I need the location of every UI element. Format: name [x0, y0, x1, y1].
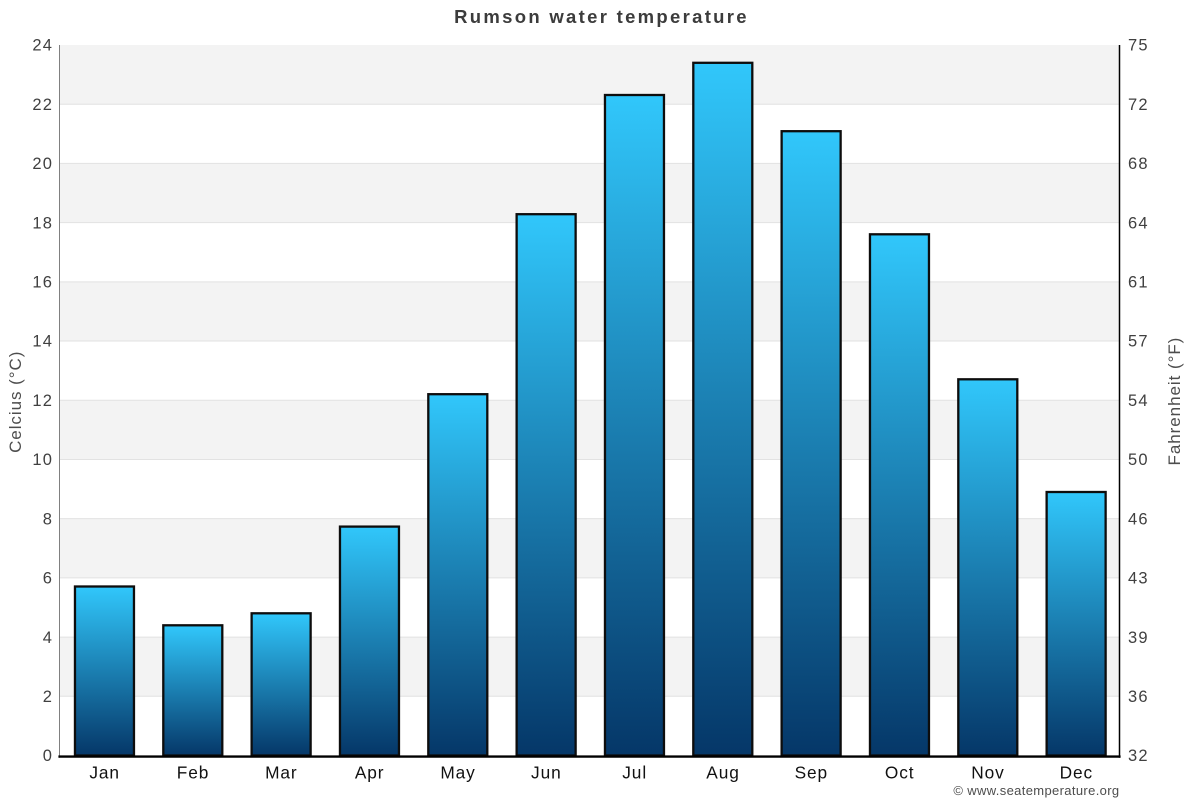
svg-text:Feb: Feb — [177, 763, 209, 783]
svg-text:24: 24 — [32, 37, 53, 55]
svg-text:46: 46 — [1128, 510, 1149, 528]
svg-text:Jan: Jan — [89, 763, 120, 783]
svg-text:Apr: Apr — [355, 763, 385, 783]
svg-text:72: 72 — [1128, 96, 1149, 114]
svg-text:20: 20 — [32, 155, 53, 173]
svg-text:75: 75 — [1128, 37, 1149, 55]
svg-text:2: 2 — [43, 688, 53, 706]
svg-text:36: 36 — [1128, 688, 1149, 706]
svg-text:50: 50 — [1128, 451, 1149, 469]
svg-text:Jul: Jul — [622, 763, 647, 783]
svg-text:Dec: Dec — [1060, 763, 1093, 783]
svg-text:10: 10 — [32, 451, 53, 469]
svg-text:16: 16 — [32, 274, 53, 292]
svg-text:Oct: Oct — [885, 763, 915, 783]
svg-text:Sep: Sep — [795, 763, 828, 783]
svg-text:Rumson water temperature: Rumson water temperature — [454, 6, 749, 27]
svg-text:18: 18 — [32, 214, 53, 232]
svg-text:12: 12 — [32, 392, 53, 410]
svg-text:© www.seatemperature.org: © www.seatemperature.org — [953, 783, 1119, 798]
svg-text:57: 57 — [1128, 333, 1149, 351]
svg-text:22: 22 — [32, 96, 53, 114]
svg-text:Jun: Jun — [531, 763, 562, 783]
svg-text:May: May — [440, 763, 475, 783]
svg-text:Celcius (°C): Celcius (°C) — [6, 351, 25, 453]
svg-text:Mar: Mar — [265, 763, 297, 783]
svg-text:39: 39 — [1128, 629, 1149, 647]
svg-text:Aug: Aug — [706, 763, 739, 783]
svg-text:Fahrenheit (°F): Fahrenheit (°F) — [1165, 337, 1184, 466]
svg-text:68: 68 — [1128, 155, 1149, 173]
svg-text:14: 14 — [32, 333, 53, 351]
svg-text:Nov: Nov — [971, 763, 1004, 783]
svg-text:0: 0 — [43, 747, 53, 765]
svg-text:61: 61 — [1128, 274, 1149, 292]
svg-text:43: 43 — [1128, 570, 1149, 588]
svg-text:8: 8 — [43, 510, 53, 528]
svg-text:32: 32 — [1128, 747, 1149, 765]
svg-text:54: 54 — [1128, 392, 1149, 410]
svg-text:64: 64 — [1128, 214, 1149, 232]
svg-text:6: 6 — [43, 570, 53, 588]
svg-text:4: 4 — [43, 629, 53, 647]
